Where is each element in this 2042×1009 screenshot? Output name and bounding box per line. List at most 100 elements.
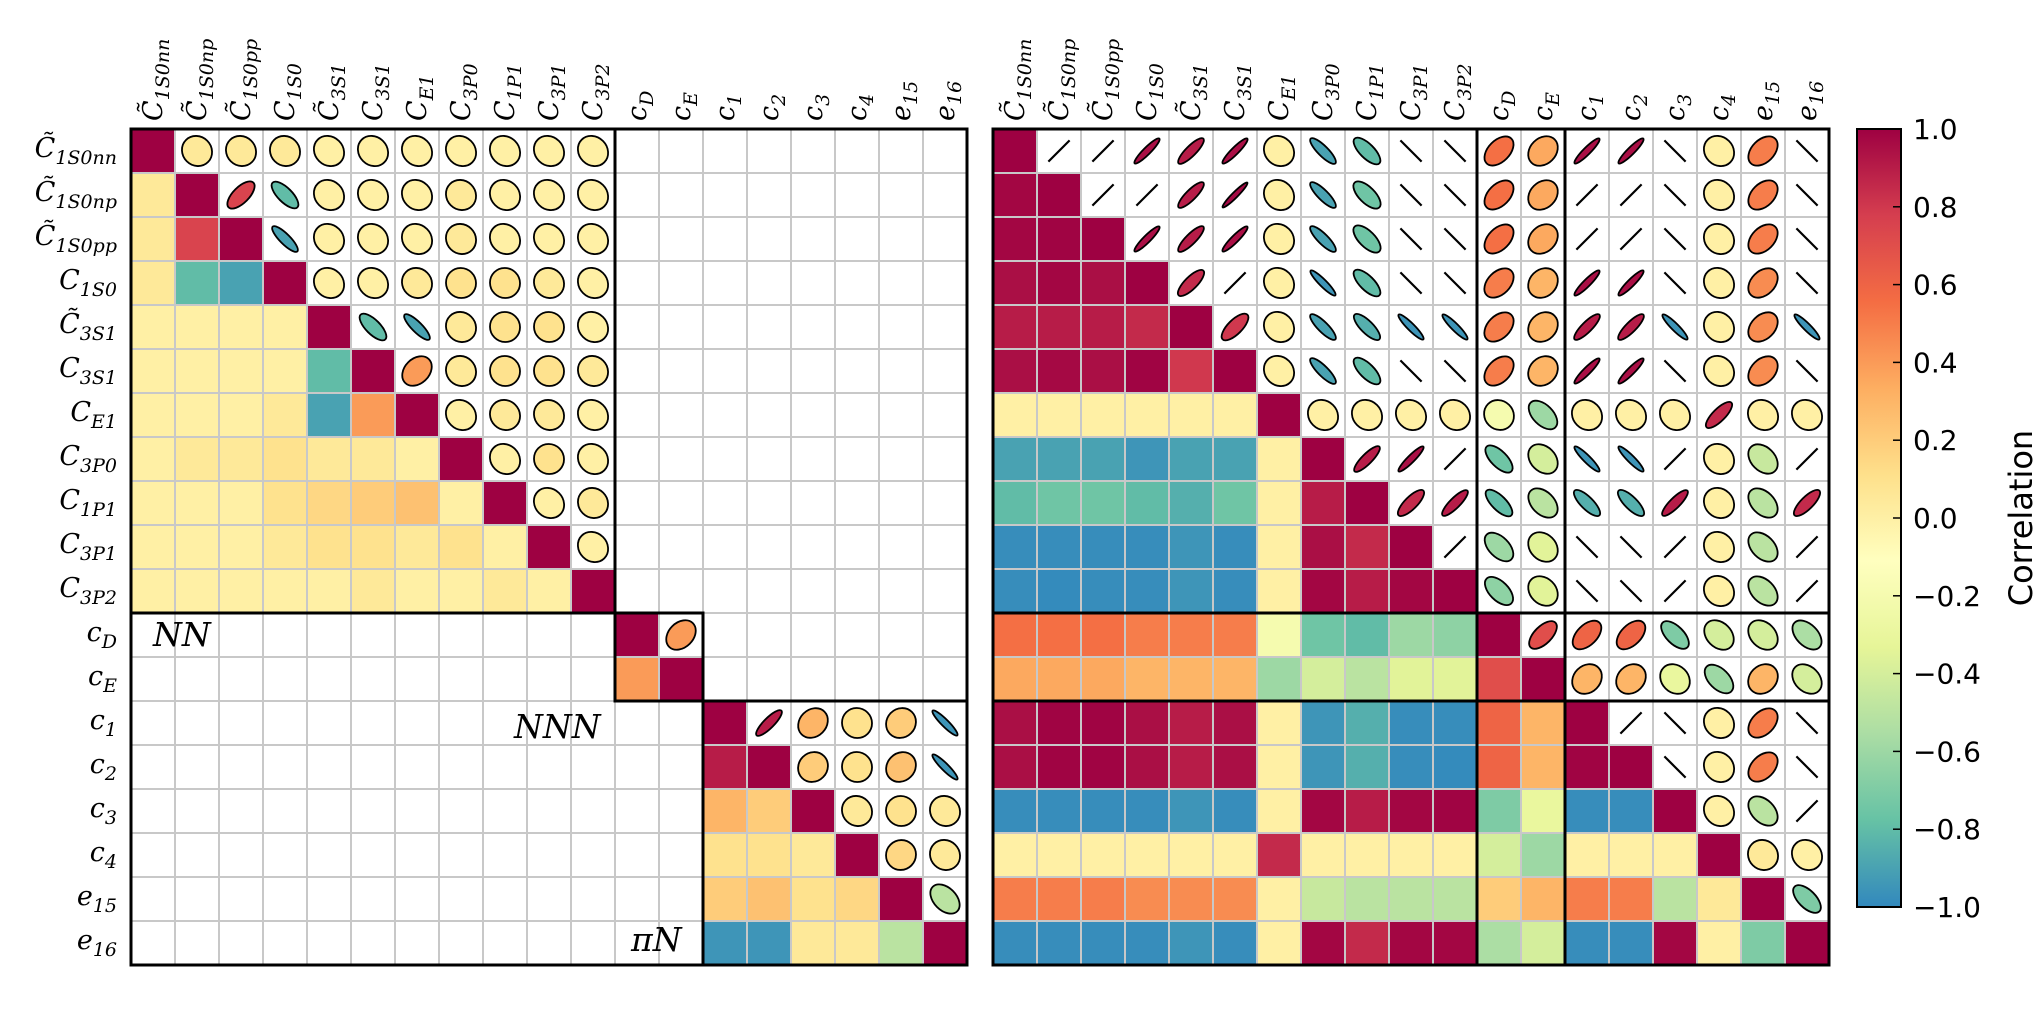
- correlation-ellipse: [401, 355, 433, 387]
- correlation-ellipse: [1747, 751, 1779, 783]
- diagonal-cell: [879, 877, 923, 921]
- heatmap-cell: [1213, 437, 1257, 481]
- correlation-ellipse: [1703, 311, 1735, 343]
- heatmap-cell: [1433, 657, 1477, 701]
- correlation-ellipse: [225, 135, 257, 167]
- correlation-ellipse: [1307, 399, 1339, 431]
- correlation-ellipse: [1747, 795, 1779, 827]
- heatmap-cell: [1521, 701, 1565, 745]
- heatmap-cell: [175, 349, 219, 393]
- heatmap-cell: [307, 437, 351, 481]
- correlation-ellipse: [1617, 137, 1645, 165]
- row-label: C̃1S0pp: [35, 219, 117, 257]
- heatmap-cell: [1213, 701, 1257, 745]
- diagonal-cell: [1301, 437, 1345, 481]
- heatmap-cell: [219, 393, 263, 437]
- correlation-ellipse: [1747, 355, 1779, 387]
- correlation-ellipse: [445, 135, 477, 167]
- correlation-ellipse: [1352, 224, 1382, 254]
- row-label: c3: [90, 793, 117, 829]
- block-label: NN: [152, 615, 212, 654]
- correlation-ellipse: [1663, 359, 1687, 383]
- heatmap-cell: [747, 789, 791, 833]
- correlation-ellipse: [1795, 227, 1819, 251]
- correlation-ellipse: [1791, 399, 1823, 431]
- heatmap-cell: [131, 261, 175, 305]
- diagonal-cell: [1741, 877, 1785, 921]
- correlation-ellipse: [445, 311, 477, 343]
- correlation-ellipse: [1617, 313, 1645, 341]
- column-label: C3P0: [1308, 63, 1344, 121]
- correlation-ellipse: [1791, 663, 1823, 695]
- heatmap-cell: [1301, 833, 1345, 877]
- heatmap-cell: [1609, 921, 1653, 965]
- column-label: C̃1S0nn: [136, 39, 174, 121]
- row-label: C3P0: [59, 441, 117, 477]
- heatmap-cell: [1125, 305, 1169, 349]
- correlation-ellipse: [1527, 311, 1559, 343]
- correlation-ellipse: [577, 223, 609, 255]
- diagonal-cell: [1125, 261, 1169, 305]
- heatmap-cell: [1213, 481, 1257, 525]
- heatmap-cell: [1257, 437, 1301, 481]
- correlation-ellipse: [1527, 575, 1559, 607]
- correlation-ellipse: [1441, 313, 1469, 341]
- correlation-ellipse: [1617, 445, 1645, 473]
- heatmap-cell: [263, 393, 307, 437]
- correlation-ellipse: [1571, 619, 1603, 651]
- column-label: C3P1: [534, 63, 570, 121]
- heatmap-cell: [993, 701, 1037, 745]
- heatmap-cell: [1521, 745, 1565, 789]
- correlation-ellipse: [1703, 267, 1735, 299]
- correlation-ellipse: [1309, 225, 1337, 253]
- heatmap-cell: [1345, 569, 1389, 613]
- correlation-ellipse: [755, 709, 783, 737]
- correlation-ellipse: [1091, 183, 1115, 207]
- heatmap-cell: [1037, 613, 1081, 657]
- column-label: C̃1S0nn: [998, 39, 1036, 121]
- heatmap-cell: [1081, 481, 1125, 525]
- correlation-ellipse: [1575, 227, 1599, 251]
- block-outline: [613, 611, 705, 703]
- column-label: e16: [930, 81, 966, 121]
- correlation-ellipse: [1133, 137, 1161, 165]
- heatmap-cell: [1125, 437, 1169, 481]
- heatmap-cell: [993, 525, 1037, 569]
- diagonal-cell: [1213, 349, 1257, 393]
- heatmap-cell: [351, 569, 395, 613]
- heatmap-cell: [1213, 877, 1257, 921]
- heatmap-cell: [1433, 877, 1477, 921]
- correlation-ellipse: [533, 355, 565, 387]
- correlation-ellipse: [1395, 399, 1427, 431]
- correlation-ellipse: [1747, 311, 1779, 343]
- correlation-ellipse: [1443, 447, 1467, 471]
- heatmap-cell: [1169, 877, 1213, 921]
- column-label: C3S1: [1220, 63, 1256, 121]
- column-label: c4: [842, 94, 878, 121]
- heatmap-cell: [1301, 745, 1345, 789]
- diagonal-cell: [131, 129, 175, 173]
- correlation-ellipse: [1177, 181, 1205, 209]
- heatmap-cell: [1301, 701, 1345, 745]
- heatmap-cell: [1081, 921, 1125, 965]
- heatmap-cell: [1521, 877, 1565, 921]
- correlation-ellipse: [1263, 267, 1295, 299]
- heatmap-cell: [1169, 833, 1213, 877]
- heatmap-cell: [175, 569, 219, 613]
- panel-frame: [129, 127, 969, 967]
- heatmap-cell: [1037, 701, 1081, 745]
- correlation-ellipse: [1617, 269, 1645, 297]
- heatmap-cell: [1345, 921, 1389, 965]
- column-label: CE1: [1264, 74, 1300, 121]
- heatmap-cell: [1301, 877, 1345, 921]
- correlation-ellipse: [1399, 183, 1423, 207]
- heatmap-cell: [1169, 657, 1213, 701]
- heatmap-cell: [1521, 921, 1565, 965]
- heatmap-cell: [175, 393, 219, 437]
- heatmap-cell: [1653, 921, 1697, 965]
- correlation-ellipse: [1615, 619, 1647, 651]
- correlation-ellipse: [489, 355, 521, 387]
- heatmap-cell: [1125, 921, 1169, 965]
- heatmap-cell: [1389, 701, 1433, 745]
- correlation-ellipse: [1747, 531, 1779, 563]
